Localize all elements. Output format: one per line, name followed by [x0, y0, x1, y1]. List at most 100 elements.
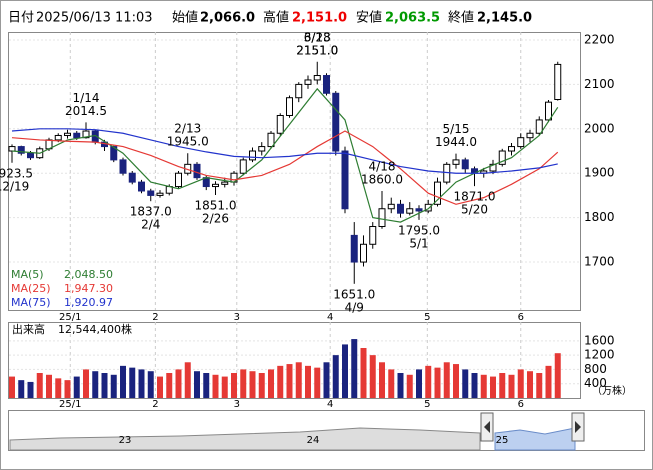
- x-tick-label: 3: [234, 399, 240, 410]
- candle-body: [193, 163, 201, 179]
- volume-bar: [249, 371, 256, 398]
- volume-bar: [471, 373, 478, 398]
- legend-value: 1,920.97: [64, 296, 113, 309]
- candle-body: [258, 146, 266, 152]
- volume-panel: [8, 322, 581, 399]
- volume-bar: [9, 376, 15, 398]
- candle-body: [221, 181, 229, 185]
- candle-body: [267, 132, 275, 148]
- volume-bar: [110, 374, 117, 398]
- low-label: 安値: [356, 10, 382, 26]
- candle-body: [508, 146, 515, 152]
- x-tick-label: 5: [424, 399, 430, 410]
- high-label: 高値: [263, 10, 289, 26]
- volume-bar: [332, 355, 339, 398]
- candle-body: [387, 203, 395, 210]
- open-label: 始値: [172, 10, 198, 26]
- candle-body: [110, 146, 118, 161]
- candle-body: [119, 159, 127, 174]
- volume-bar: [397, 373, 404, 398]
- volume-bar: [554, 353, 561, 398]
- volume-bar: [462, 369, 469, 398]
- annotation-date: 4/18: [369, 159, 396, 173]
- navigator-history: [9, 427, 481, 451]
- volume-bar: [490, 376, 496, 398]
- annotation-date: 1/14: [73, 91, 100, 105]
- volume-bar: [258, 373, 265, 398]
- volume-bar: [360, 348, 367, 398]
- low: 2,063.5: [385, 11, 440, 26]
- volume-bar: [212, 374, 219, 398]
- volume-bar: [323, 362, 330, 398]
- candle-body: [489, 163, 497, 172]
- volume-bar: [351, 339, 358, 398]
- volume-bar: [277, 365, 284, 398]
- x-tick-label: 4: [327, 399, 333, 410]
- annotation-date: 4/9: [345, 300, 364, 314]
- candle-body: [341, 150, 349, 210]
- legend-value: 2,048.50: [64, 268, 113, 281]
- x-tick-label: 25/1: [59, 312, 81, 323]
- ma-line: [11, 130, 559, 205]
- candle-body: [239, 159, 247, 174]
- volume-bar: [55, 378, 62, 398]
- candle-body: [147, 190, 155, 196]
- candle-body: [461, 159, 469, 170]
- candle-body: [17, 146, 25, 154]
- candle-body: [82, 130, 90, 139]
- volume-bar: [120, 365, 126, 398]
- volume-bar: [268, 369, 274, 398]
- volume-bar: [434, 367, 441, 398]
- candle-body: [8, 146, 16, 152]
- volume-bar: [83, 369, 89, 398]
- annotation-price: 1923.5: [0, 166, 33, 180]
- candle-body: [295, 83, 303, 99]
- volume-bar: [129, 367, 136, 398]
- volume-bar: [166, 373, 173, 398]
- arrow-left: [484, 421, 490, 433]
- candle-body: [175, 172, 182, 188]
- volume-bar: [527, 371, 533, 398]
- volume-bar: [416, 369, 422, 398]
- x-tick-label: 4: [327, 312, 333, 323]
- candle-body: [138, 181, 145, 192]
- close-label: 終値: [448, 10, 474, 26]
- candle-body: [156, 192, 164, 196]
- volume-bar: [379, 362, 385, 398]
- volume-bar: [425, 365, 432, 398]
- candle-body: [369, 226, 377, 245]
- annotation-date: 3/28: [304, 30, 331, 44]
- y-tick-label: 800: [584, 362, 607, 376]
- annotation-price: 1945.0: [167, 135, 209, 149]
- annotation-date: 5/1: [409, 236, 428, 250]
- navigator-label: 24: [307, 435, 320, 446]
- annotation-date: 12/19: [0, 179, 29, 193]
- volume-bar: [508, 374, 515, 398]
- volume-bar: [231, 373, 237, 398]
- volume-bar: [443, 362, 450, 398]
- candle-body: [73, 132, 81, 139]
- x-tick-label: 2: [152, 399, 158, 410]
- volume-bar: [305, 365, 311, 398]
- close: 2,145.0: [477, 11, 532, 26]
- y-tick-label: 1700: [584, 255, 615, 269]
- volume-bar: [46, 374, 52, 398]
- volume-bar: [64, 380, 71, 398]
- x-tick-label: 2: [152, 312, 158, 323]
- volume-bar: [342, 344, 348, 398]
- navigator-label: 25: [496, 435, 509, 446]
- y-tick-label: 1900: [584, 166, 615, 180]
- volume-bar: [92, 371, 99, 398]
- y-tick-label: 400: [584, 376, 607, 390]
- legend-name: MA(75): [11, 296, 51, 309]
- volume-bar: [221, 376, 228, 398]
- legend-value: 1,947.30: [64, 282, 113, 295]
- datetime: 2025/06/13 11:03: [36, 11, 153, 26]
- candle-body: [498, 150, 506, 165]
- candle-body: [212, 183, 219, 188]
- candle-body: [313, 75, 321, 81]
- candle-body: [128, 172, 136, 183]
- candle-body: [415, 208, 423, 212]
- candle-body: [54, 134, 62, 141]
